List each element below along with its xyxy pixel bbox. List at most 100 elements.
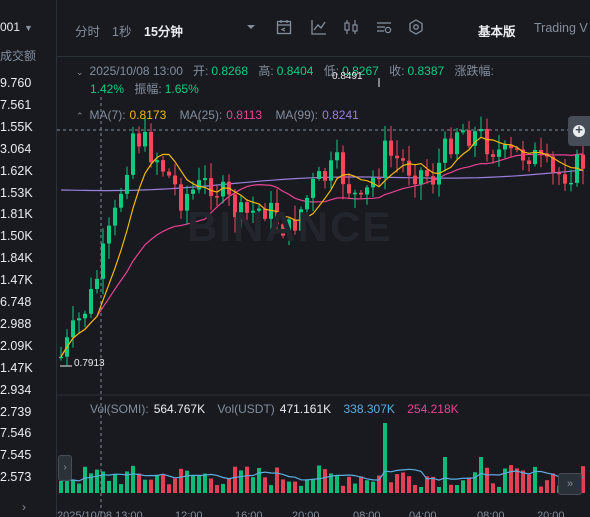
volume-bar	[545, 480, 549, 493]
scroll-to-latest-button[interactable]: »	[558, 473, 582, 495]
market-list-item[interactable]: 7.561	[0, 97, 32, 112]
tab-basic-version[interactable]: 基本版	[478, 25, 516, 39]
indicator-chart-icon[interactable]	[310, 18, 328, 36]
kline-chart[interactable]: BINANCE ⌄ 2025/10/08 13:00 开: 0.8268 高: 0.8…	[57, 57, 590, 517]
candle-body	[371, 177, 375, 188]
settings-hexagon-icon[interactable]	[407, 18, 425, 36]
candle-body	[131, 133, 135, 175]
market-list-item[interactable]: 1.53K	[0, 185, 33, 200]
tab-time[interactable]: 分时	[75, 25, 101, 39]
volume-bar	[437, 486, 441, 493]
x-axis-label: 04:00	[409, 510, 437, 517]
volume-bar	[197, 475, 201, 493]
volume-bar	[107, 480, 111, 493]
candle-body	[419, 170, 423, 185]
candle-body	[275, 202, 279, 225]
candle-body	[533, 149, 537, 165]
candle-body	[389, 140, 393, 156]
volume-bar	[443, 457, 447, 493]
candle-body	[203, 178, 207, 181]
volume-bar	[455, 485, 459, 493]
volume-ma-line	[60, 468, 584, 482]
candle-body	[431, 176, 435, 185]
market-list-item[interactable]: 1.47K	[0, 360, 33, 375]
market-list-item[interactable]: 2.573	[0, 470, 32, 485]
volume-bar	[467, 477, 471, 493]
volume-bar	[425, 476, 429, 493]
candle-body	[95, 278, 99, 290]
volume-bar	[461, 480, 465, 493]
vol-ma-value-a: 338.307K	[343, 402, 395, 416]
market-list-item[interactable]: 9.760	[0, 76, 32, 90]
volume-bar	[293, 481, 297, 493]
volume-bar	[221, 483, 225, 493]
candle-body	[113, 207, 117, 226]
candle-body	[467, 130, 471, 146]
candle-body	[383, 140, 387, 178]
candle-body	[161, 160, 165, 172]
candle-body	[251, 210, 255, 213]
interval-dropdown-icon[interactable]	[242, 18, 260, 36]
volume-bar	[503, 468, 507, 493]
candle-body	[461, 130, 465, 133]
volume-bar	[551, 473, 555, 493]
market-list-item[interactable]: 2.739	[0, 404, 32, 419]
market-list-item[interactable]: 7.546	[0, 426, 32, 441]
market-list-item[interactable]: 7.545	[0, 448, 32, 463]
candle-body	[167, 171, 171, 176]
market-list-item[interactable]: 2.934	[0, 382, 32, 397]
volume-bar	[89, 473, 93, 493]
market-list-header[interactable]: 001 ▼	[0, 20, 33, 34]
vol-somi-value: 564.767K	[153, 402, 206, 416]
volume-bar	[335, 475, 339, 493]
volume-bar	[101, 471, 105, 493]
tab-tradingview[interactable]: Trading V	[534, 21, 588, 35]
market-list-item[interactable]: 6.748	[0, 295, 32, 309]
volume-bar	[323, 469, 327, 493]
volume-bar	[137, 473, 141, 493]
market-list-item[interactable]: 1.84K	[0, 251, 33, 266]
scroll-back-button[interactable]: ›	[58, 455, 72, 481]
amplitude-label: 振幅:	[134, 82, 162, 96]
display-settings-icon[interactable]	[375, 18, 393, 36]
candle-body	[527, 160, 531, 165]
vol-ma-value-b: 254.218K	[407, 402, 459, 416]
x-axis-label: 08:00	[353, 510, 381, 517]
ma25-value: 0.8113	[226, 108, 263, 122]
candle-body	[491, 154, 495, 157]
market-list-item[interactable]: 1.81K	[0, 207, 33, 222]
volume-bar	[311, 479, 315, 493]
candle-body	[221, 181, 225, 197]
candle-body	[59, 356, 63, 359]
market-list-item[interactable]: 3.064	[0, 141, 32, 156]
market-list-item[interactable]: 2.09K	[0, 338, 33, 353]
chevron-up-icon[interactable]: ⌃	[76, 111, 84, 121]
ma25-label: MA(25):	[179, 108, 223, 122]
chevron-right-icon[interactable]: ›	[22, 500, 26, 514]
tab-interval-15m[interactable]: 15分钟	[144, 25, 183, 39]
chevron-down-icon[interactable]: ⌄	[76, 67, 84, 77]
volume-bar	[65, 479, 69, 493]
market-list-item[interactable]: 1.55K	[0, 119, 33, 134]
add-indicator-button[interactable]	[568, 116, 590, 146]
market-list-item[interactable]: 1.47K	[0, 273, 33, 288]
volume-bar	[371, 481, 375, 493]
candle-body	[293, 219, 297, 231]
candle-body	[335, 152, 339, 161]
candle-body	[245, 202, 249, 213]
volume-bar	[305, 479, 309, 493]
market-list-item[interactable]: 1.50K	[0, 229, 33, 244]
volume-bar	[299, 485, 303, 493]
market-list-item[interactable]: 1.62K	[0, 163, 33, 178]
market-list-item[interactable]: 2.988	[0, 316, 32, 331]
tab-interval-1s[interactable]: 1秒	[112, 25, 132, 39]
candle-body	[473, 131, 477, 146]
calendar-icon[interactable]	[275, 18, 293, 36]
candlestick-icon[interactable]	[342, 18, 360, 36]
volume-bar	[215, 485, 219, 493]
volume-bar	[239, 470, 243, 493]
ma99-value: 0.8241	[322, 108, 359, 122]
candlestick-chart-canvas[interactable]	[57, 57, 590, 517]
candle-body	[539, 149, 543, 154]
candle-body	[119, 193, 123, 208]
